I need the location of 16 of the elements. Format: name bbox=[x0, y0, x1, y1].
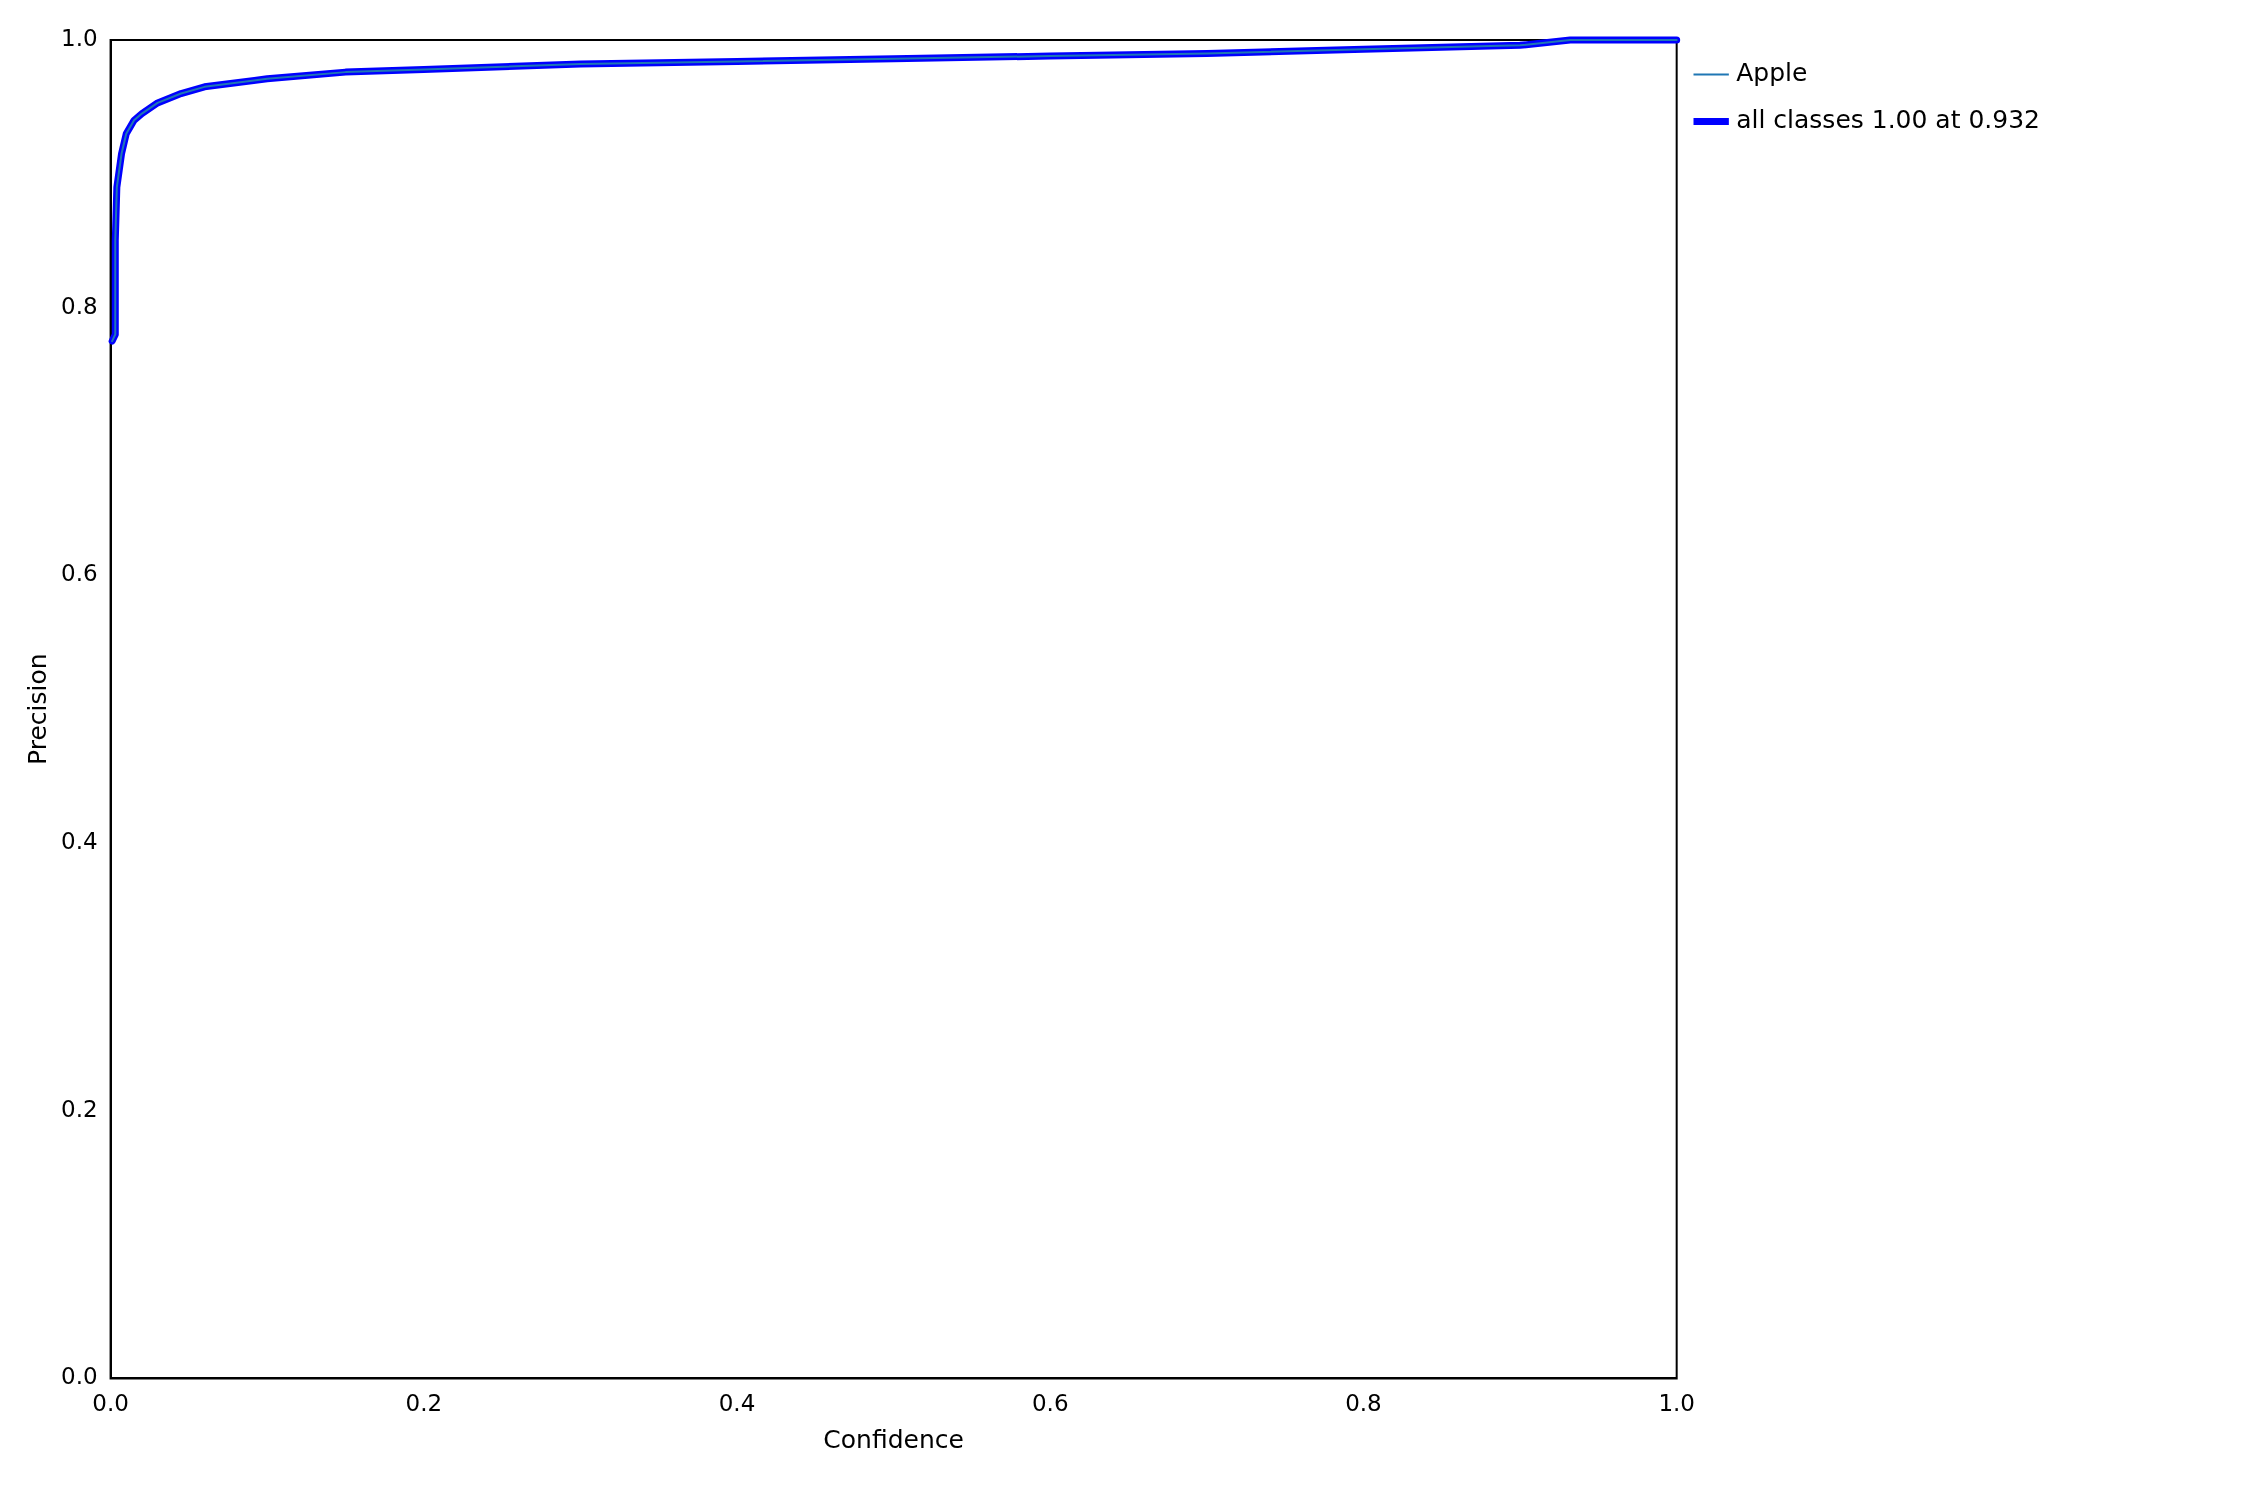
x-tick-label: 0.6 bbox=[1031, 1390, 1069, 1417]
x-tick-label: 0.2 bbox=[405, 1390, 443, 1417]
y-tick-label: 0.6 bbox=[61, 560, 98, 587]
y-tick-label: 0.2 bbox=[61, 1095, 98, 1122]
y-tick-label: 0.8 bbox=[61, 292, 98, 319]
legend-label: all classes 1.00 at 0.932 bbox=[1736, 105, 2041, 134]
x-axis-title: Confidence bbox=[823, 1424, 964, 1454]
x-tick-label: 0.0 bbox=[92, 1390, 129, 1417]
x-tick-label: 0.4 bbox=[718, 1390, 756, 1417]
y-axis-title: Precision bbox=[22, 653, 52, 765]
y-tick-label: 1.0 bbox=[61, 24, 98, 51]
y-tick-label: 0.4 bbox=[61, 828, 98, 855]
y-tick-label: 0.0 bbox=[61, 1363, 98, 1390]
x-tick-label: 1.0 bbox=[1658, 1390, 1695, 1417]
legend-label: Apple bbox=[1736, 58, 1808, 87]
x-tick-label: 0.8 bbox=[1345, 1390, 1382, 1417]
